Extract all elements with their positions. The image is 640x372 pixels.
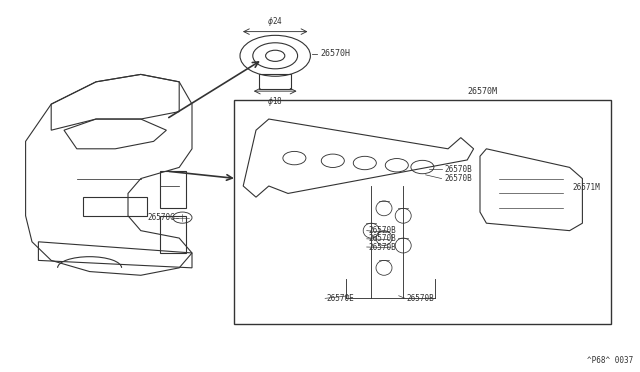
Text: $\phi$24: $\phi$24 — [268, 15, 283, 28]
Text: 26570B: 26570B — [406, 294, 434, 303]
Bar — [160, 171, 186, 208]
Text: 26570B: 26570B — [368, 226, 396, 235]
Bar — [259, 74, 291, 89]
Text: 26570H: 26570H — [320, 49, 350, 58]
Text: $\phi$18: $\phi$18 — [268, 95, 283, 108]
Text: 26570B: 26570B — [445, 165, 472, 174]
Text: 26570B: 26570B — [445, 174, 472, 183]
Text: 26570M: 26570M — [467, 87, 497, 96]
Text: 26570B: 26570B — [368, 234, 396, 243]
Text: 26570B: 26570B — [368, 243, 396, 251]
Bar — [234, 100, 611, 324]
Text: 26570E: 26570E — [326, 294, 354, 303]
Text: 26571M: 26571M — [573, 183, 600, 192]
Bar — [83, 197, 147, 216]
Bar — [160, 216, 186, 253]
Text: ^P68^ 0037: ^P68^ 0037 — [588, 356, 634, 365]
Text: 26570G: 26570G — [147, 213, 175, 222]
